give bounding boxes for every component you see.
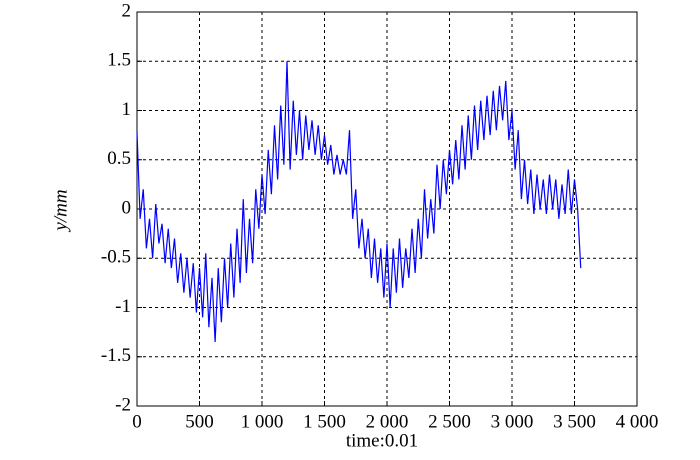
y-tick-label: 0 <box>122 197 132 218</box>
x-tick-label: 2 500 <box>428 411 471 432</box>
y-axis-label: y/mm <box>50 189 71 232</box>
x-axis-label: time:0.01 <box>346 430 418 451</box>
y-tick-label: -1.5 <box>101 345 131 366</box>
y-tick-label: -0.5 <box>101 247 131 268</box>
x-tick-label: 3 000 <box>491 411 534 432</box>
data-line <box>136 61 582 343</box>
y-tick-label: -1 <box>115 296 131 317</box>
x-tick-label: 0 <box>132 411 142 432</box>
y-tick-label: 1 <box>122 99 132 120</box>
x-tick-label: 1 000 <box>241 411 284 432</box>
y-tick-label: -2 <box>115 394 131 415</box>
y-tick-label: 1.5 <box>107 50 131 71</box>
y-tick-label: 2 <box>122 0 132 21</box>
x-tick-label: 1 500 <box>303 411 346 432</box>
x-tick-label: 2 000 <box>366 411 409 432</box>
plot-frame <box>136 11 638 407</box>
y-tick-label: 0.5 <box>107 148 131 169</box>
x-tick-label: 3 500 <box>553 411 596 432</box>
x-tick-label: 500 <box>185 411 214 432</box>
x-tick-label: 4 000 <box>616 411 659 432</box>
